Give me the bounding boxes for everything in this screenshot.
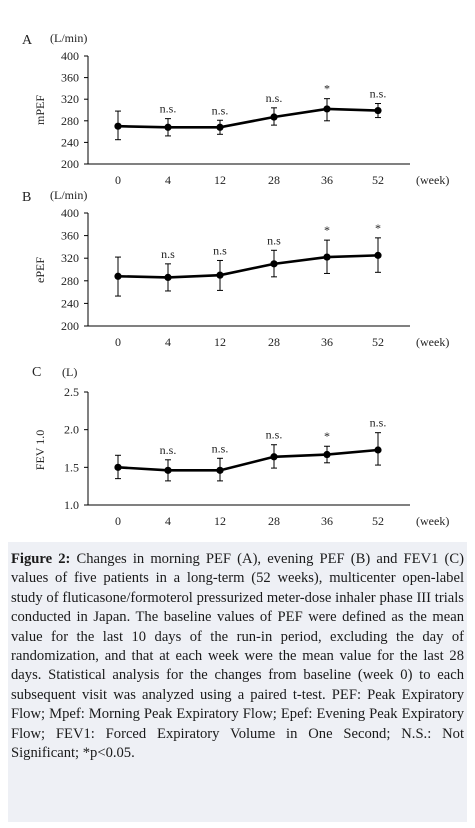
panel-a-significance-label: n.s.	[160, 102, 177, 116]
panel-a-significance-label: *	[324, 82, 330, 96]
panel-b-y-tick-label: 200	[61, 319, 79, 333]
panel-c-series-line	[117, 448, 379, 472]
panel-c-significance-label: n.s.	[212, 441, 229, 455]
panel-a-y-tick-label: 280	[61, 114, 79, 128]
panel-a-data-point	[270, 113, 278, 121]
panel-b-y-axis-title: ePEF	[33, 257, 47, 283]
panel-b-significance-label: n.s	[267, 233, 281, 247]
panel-c-data-point	[323, 450, 331, 459]
panel-a-label: A	[22, 33, 33, 48]
panel-c-data-point	[164, 466, 172, 474]
figure-caption: Figure 2: Changes in morning PEF (A), ev…	[8, 542, 467, 822]
panel-a-y-tick-label: 400	[61, 49, 79, 63]
panel-a-significance-label: n.s.	[212, 103, 229, 117]
panel-b-data-point	[270, 260, 278, 268]
panel-c-significance-label: n.s.	[160, 443, 177, 457]
panel-b-x-unit-label: (week)	[416, 335, 449, 349]
panel-c-x-tick-label: 28	[268, 514, 280, 528]
panel-c-significance-label: n.s.	[266, 428, 283, 442]
panel-a-y-tick-label: 240	[61, 135, 79, 149]
panel-a-x-unit-label: (week)	[416, 173, 449, 187]
panel-b-x-tick-label: 0	[115, 335, 121, 349]
panel-a-y-tick-label: 320	[61, 92, 79, 106]
panel-a-data-point	[164, 123, 172, 131]
panel-b-data-point	[114, 272, 122, 280]
panel-c-data-point	[270, 453, 278, 461]
panel-b-data-point	[323, 253, 331, 261]
panel-a-significance-label: n.s.	[266, 91, 283, 105]
panel-a-x-tick-label: 52	[372, 173, 384, 187]
panel-c-data-point	[114, 463, 122, 471]
panel-a-y-tick-label: 200	[61, 157, 79, 171]
panel-b-data-point	[374, 251, 382, 259]
panel-b-significance-label: *	[375, 221, 381, 235]
panel-b-label: B	[22, 190, 31, 205]
panel-a-data-point	[374, 106, 382, 115]
panel-c-data-point	[374, 446, 382, 454]
panel-b-x-tick-label: 52	[372, 335, 384, 349]
panel-a-x-tick-label: 0	[115, 173, 121, 187]
panel-b-significance-label: *	[324, 223, 330, 237]
panel-c-significance-label: *	[324, 429, 330, 443]
panel-a-data-point	[323, 105, 331, 113]
panel-b-significance-label: n.s	[213, 243, 227, 257]
panel-c-unit-label: (L)	[62, 365, 77, 379]
panel-b-y-tick-label: 280	[61, 274, 79, 288]
panel-a-y-tick-label: 360	[61, 71, 79, 85]
panel-b-x-tick-label: 36	[321, 335, 333, 349]
panel-b-significance-label: n.s	[161, 247, 175, 261]
panel-a-x-tick-label: 28	[268, 173, 280, 187]
panel-a-significance-label: n.s.	[370, 87, 387, 101]
panel-b-series-line	[117, 254, 379, 279]
panel-c-x-tick-label: 52	[372, 514, 384, 528]
panel-a-x-tick-label: 36	[321, 173, 333, 187]
panel-b-y-tick-label: 240	[61, 296, 79, 310]
panel-b-y-tick-label: 400	[61, 206, 79, 220]
panel-a-unit-label: (L/min)	[50, 31, 87, 45]
panel-c-x-tick-label: 12	[214, 514, 226, 528]
panel-c-data-point	[216, 466, 224, 474]
panel-c-y-axis-title: FEV 1.0	[33, 430, 47, 470]
panel-b-x-tick-label: 28	[268, 335, 280, 349]
panel-c-y-tick-label: 2.0	[64, 423, 79, 437]
panel-a-series-line	[117, 107, 379, 129]
panel-c-label: C	[32, 365, 41, 380]
panel-a-data-point	[216, 123, 224, 131]
panel-c-x-tick-label: 36	[321, 514, 333, 528]
panel-b-unit-label: (L/min)	[50, 188, 87, 202]
panel-a-x-tick-label: 4	[165, 173, 171, 187]
caption-text: Changes in morning PEF (A), evening PEF …	[11, 551, 464, 762]
panel-b-x-tick-label: 4	[165, 335, 171, 349]
panel-c-x-tick-label: 0	[115, 514, 121, 528]
panel-b-y-tick-label: 320	[61, 251, 79, 265]
caption-label: Figure 2:	[11, 551, 71, 567]
panel-b-data-point	[164, 273, 172, 282]
panel-c-y-tick-label: 1.5	[64, 460, 79, 474]
panel-a-x-tick-label: 12	[214, 173, 226, 187]
panel-c-significance-label: n.s.	[370, 416, 387, 430]
panel-a-y-axis-title: mPEF	[33, 95, 47, 125]
panel-a-data-point	[114, 122, 122, 130]
panel-c-y-tick-label: 2.5	[64, 385, 79, 399]
panel-c-x-tick-label: 4	[165, 514, 171, 528]
panel-c-y-tick-label: 1.0	[64, 498, 79, 512]
panel-b-y-tick-label: 360	[61, 229, 79, 243]
panel-b-x-tick-label: 12	[214, 335, 226, 349]
panel-c-x-unit-label: (week)	[416, 514, 449, 528]
panel-b-data-point	[216, 271, 224, 279]
